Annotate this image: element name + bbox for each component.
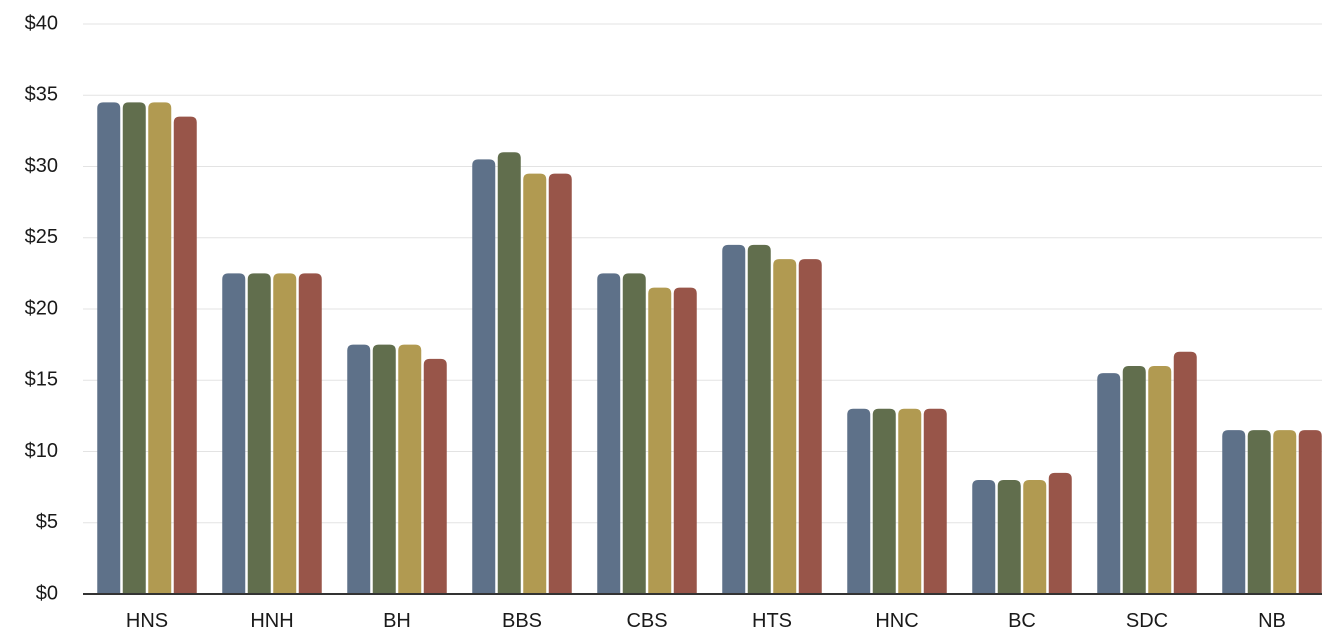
bar-hnc-4 [923, 408, 947, 594]
bar-bc-1 [972, 480, 996, 594]
y-tick-label: $35 [25, 84, 58, 106]
bar-bbs-4 [548, 173, 572, 594]
y-tick-label: $30 [25, 155, 58, 177]
bar-hns-2 [122, 102, 146, 594]
bar-hnc-2 [872, 408, 896, 594]
bar-sdc-1 [1097, 373, 1121, 594]
bar-cbs-4 [673, 287, 697, 594]
x-axis-tick-labels: HNS HNH BH BBS CBS HTS HNC BC SDC NB [126, 610, 1286, 632]
x-tick-label-bc: BC [1008, 610, 1036, 632]
bar-cbs-3 [648, 287, 672, 594]
bar-hnc-1 [847, 408, 871, 594]
x-tick-label-bh: BH [383, 610, 411, 632]
bar-hnh-3 [273, 273, 297, 594]
bar-nb-3 [1273, 430, 1297, 594]
bar-hts-1 [722, 244, 746, 594]
bar-bc-3 [1023, 480, 1047, 594]
x-tick-label-bbs: BBS [502, 610, 542, 632]
x-tick-label-nb: NB [1258, 610, 1286, 632]
bar-bbs-3 [523, 173, 547, 594]
bar-cbs-2 [622, 273, 646, 594]
y-tick-label: $10 [25, 440, 58, 462]
bar-hns-1 [97, 102, 121, 594]
x-tick-label-cbs: CBS [626, 610, 667, 632]
x-tick-label-hns: HNS [126, 610, 168, 632]
x-tick-label-hnh: HNH [250, 610, 293, 632]
bar-hns-4 [173, 116, 197, 594]
y-tick-label: $40 [25, 12, 58, 34]
bar-bbs-2 [497, 152, 521, 594]
bar-bbs-1 [472, 159, 496, 594]
bar-bc-2 [997, 480, 1021, 594]
bar-sdc-4 [1173, 351, 1197, 594]
bar-hnh-2 [247, 273, 271, 594]
y-tick-label: $0 [36, 582, 58, 604]
bar-bh-4 [423, 358, 447, 594]
bar-sdc-3 [1148, 366, 1172, 594]
bar-nb-2 [1247, 430, 1271, 594]
y-tick-label: $20 [25, 297, 58, 319]
bar-hnh-1 [222, 273, 246, 594]
x-tick-label-sdc: SDC [1126, 610, 1168, 632]
bar-hts-3 [773, 259, 797, 594]
y-tick-label: $25 [25, 226, 58, 248]
bar-bh-3 [398, 344, 422, 594]
bar-hns-3 [148, 102, 172, 594]
x-tick-label-hts: HTS [752, 610, 792, 632]
bar-bh-1 [347, 344, 371, 594]
bar-bh-2 [372, 344, 396, 594]
bar-nb-1 [1222, 430, 1246, 594]
bar-sdc-2 [1122, 366, 1146, 594]
x-tick-label-hnc: HNC [875, 610, 918, 632]
bar-hts-2 [747, 244, 771, 594]
bar-nb-4 [1298, 430, 1322, 594]
bar-hts-4 [798, 259, 822, 594]
bar-bc-4 [1048, 472, 1072, 594]
y-axis-tick-labels: $0 $5 $10 $15 $20 $25 $30 $35 $40 [25, 12, 58, 604]
bar-hnh-4 [298, 273, 322, 594]
bar-hnc-3 [898, 408, 922, 594]
y-tick-label: $15 [25, 369, 58, 391]
bars [97, 102, 1322, 594]
y-tick-label: $5 [36, 511, 58, 533]
bar-cbs-1 [597, 273, 621, 594]
